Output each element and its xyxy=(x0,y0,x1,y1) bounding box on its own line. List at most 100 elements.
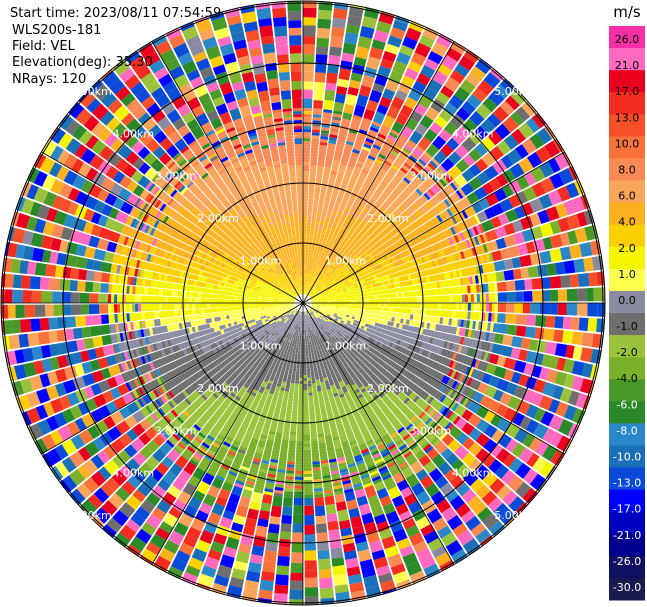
velocity-gate xyxy=(321,127,330,131)
velocity-gate xyxy=(473,311,477,321)
velocity-gate xyxy=(313,204,318,209)
velocity-gate xyxy=(361,228,367,234)
velocity-gate xyxy=(312,467,321,471)
velocity-gate xyxy=(357,206,363,213)
velocity-gate xyxy=(394,218,401,225)
velocity-gate xyxy=(495,323,508,334)
velocity-gate xyxy=(334,238,339,243)
velocity-gate xyxy=(346,247,351,252)
velocity-gate xyxy=(339,188,346,194)
velocity-gate xyxy=(363,233,369,239)
velocity-gate xyxy=(307,222,311,226)
velocity-gate xyxy=(389,181,397,189)
velocity-gate xyxy=(310,425,317,429)
velocity-gate xyxy=(317,286,321,289)
velocity-gate xyxy=(292,410,298,414)
velocity-gate xyxy=(420,156,429,164)
velocity-gate xyxy=(468,148,482,162)
velocity-gate xyxy=(312,346,316,350)
velocity-gate xyxy=(348,198,355,204)
velocity-gate xyxy=(331,261,335,266)
velocity-gate xyxy=(304,534,316,543)
velocity-gate xyxy=(312,256,316,260)
velocity-gate xyxy=(376,314,380,319)
velocity-gate xyxy=(440,143,454,157)
velocity-gate xyxy=(441,54,458,71)
velocity-gate xyxy=(331,265,335,270)
velocity-gate xyxy=(521,100,537,117)
velocity-gate xyxy=(292,368,297,372)
velocity-gate xyxy=(323,278,327,282)
velocity-gate xyxy=(372,180,379,187)
velocity-gate xyxy=(431,207,439,216)
velocity-gate xyxy=(322,273,326,278)
velocity-gate xyxy=(412,202,419,210)
velocity-gate xyxy=(350,154,358,160)
velocity-gate xyxy=(323,289,327,292)
velocity-gate xyxy=(314,275,317,279)
velocity-gate xyxy=(308,192,314,196)
velocity-gate xyxy=(511,128,526,145)
velocity-gate xyxy=(373,250,379,256)
velocity-gate xyxy=(452,180,460,190)
velocity-gate xyxy=(339,218,345,223)
velocity-gate xyxy=(303,404,309,409)
velocity-gate xyxy=(306,353,309,357)
velocity-gate xyxy=(331,269,335,274)
velocity-gate xyxy=(326,298,330,301)
velocity-gate xyxy=(350,310,354,314)
velocity-gate xyxy=(334,272,338,277)
velocity-gate xyxy=(544,341,557,355)
velocity-gate xyxy=(404,303,409,308)
velocity-gate xyxy=(314,186,321,191)
velocity-gate xyxy=(467,303,471,311)
velocity-gate xyxy=(438,165,448,174)
velocity-gate xyxy=(346,188,353,194)
velocity-gate xyxy=(336,266,341,271)
velocity-gate xyxy=(341,298,345,301)
velocity-gate xyxy=(318,205,323,209)
velocity-gate xyxy=(303,353,306,357)
velocity-gate xyxy=(506,291,516,302)
velocity-gate xyxy=(307,338,310,342)
velocity-gate xyxy=(530,303,540,314)
velocity-gate xyxy=(303,135,311,139)
velocity-gate xyxy=(364,239,370,245)
velocity-gate xyxy=(303,344,306,348)
velocity-gate xyxy=(380,58,394,70)
velocity-gate xyxy=(295,377,300,381)
velocity-gate xyxy=(352,256,357,262)
velocity-gate xyxy=(326,305,330,308)
velocity-gate xyxy=(321,280,325,284)
velocity-gate xyxy=(367,132,377,139)
velocity-gate xyxy=(445,185,453,195)
velocity-gate xyxy=(315,288,319,291)
velocity-gate xyxy=(461,311,465,319)
velocity-gate xyxy=(387,239,394,246)
velocity-gate xyxy=(361,220,367,226)
velocity-gate xyxy=(368,199,375,206)
velocity-gate xyxy=(317,277,321,282)
velocity-gate xyxy=(314,228,319,233)
velocity-gate xyxy=(350,206,357,212)
velocity-gate xyxy=(526,314,536,326)
velocity-gate xyxy=(581,332,594,347)
velocity-gate xyxy=(340,249,345,254)
velocity-gate xyxy=(347,310,351,313)
velocity-gate xyxy=(421,194,429,203)
velocity-gate xyxy=(338,220,344,226)
velocity-gate xyxy=(470,294,474,302)
velocity-gate xyxy=(331,119,341,124)
velocity-gate xyxy=(378,170,386,177)
velocity-gate xyxy=(323,172,330,177)
velocity-gate xyxy=(460,79,476,95)
velocity-gate xyxy=(446,310,450,318)
velocity-gate xyxy=(334,203,340,208)
velocity-gate xyxy=(416,296,420,303)
velocity-gate xyxy=(412,212,419,220)
velocity-gate xyxy=(333,301,337,303)
velocity-gate xyxy=(410,52,427,66)
velocity-gate xyxy=(440,288,444,295)
velocity-gate xyxy=(329,271,333,276)
velocity-gate xyxy=(350,235,356,240)
